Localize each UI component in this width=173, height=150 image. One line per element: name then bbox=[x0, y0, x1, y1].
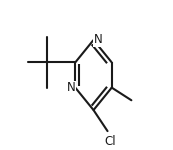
Text: N: N bbox=[94, 33, 102, 46]
Text: Cl: Cl bbox=[104, 135, 116, 148]
Text: N: N bbox=[67, 81, 75, 94]
